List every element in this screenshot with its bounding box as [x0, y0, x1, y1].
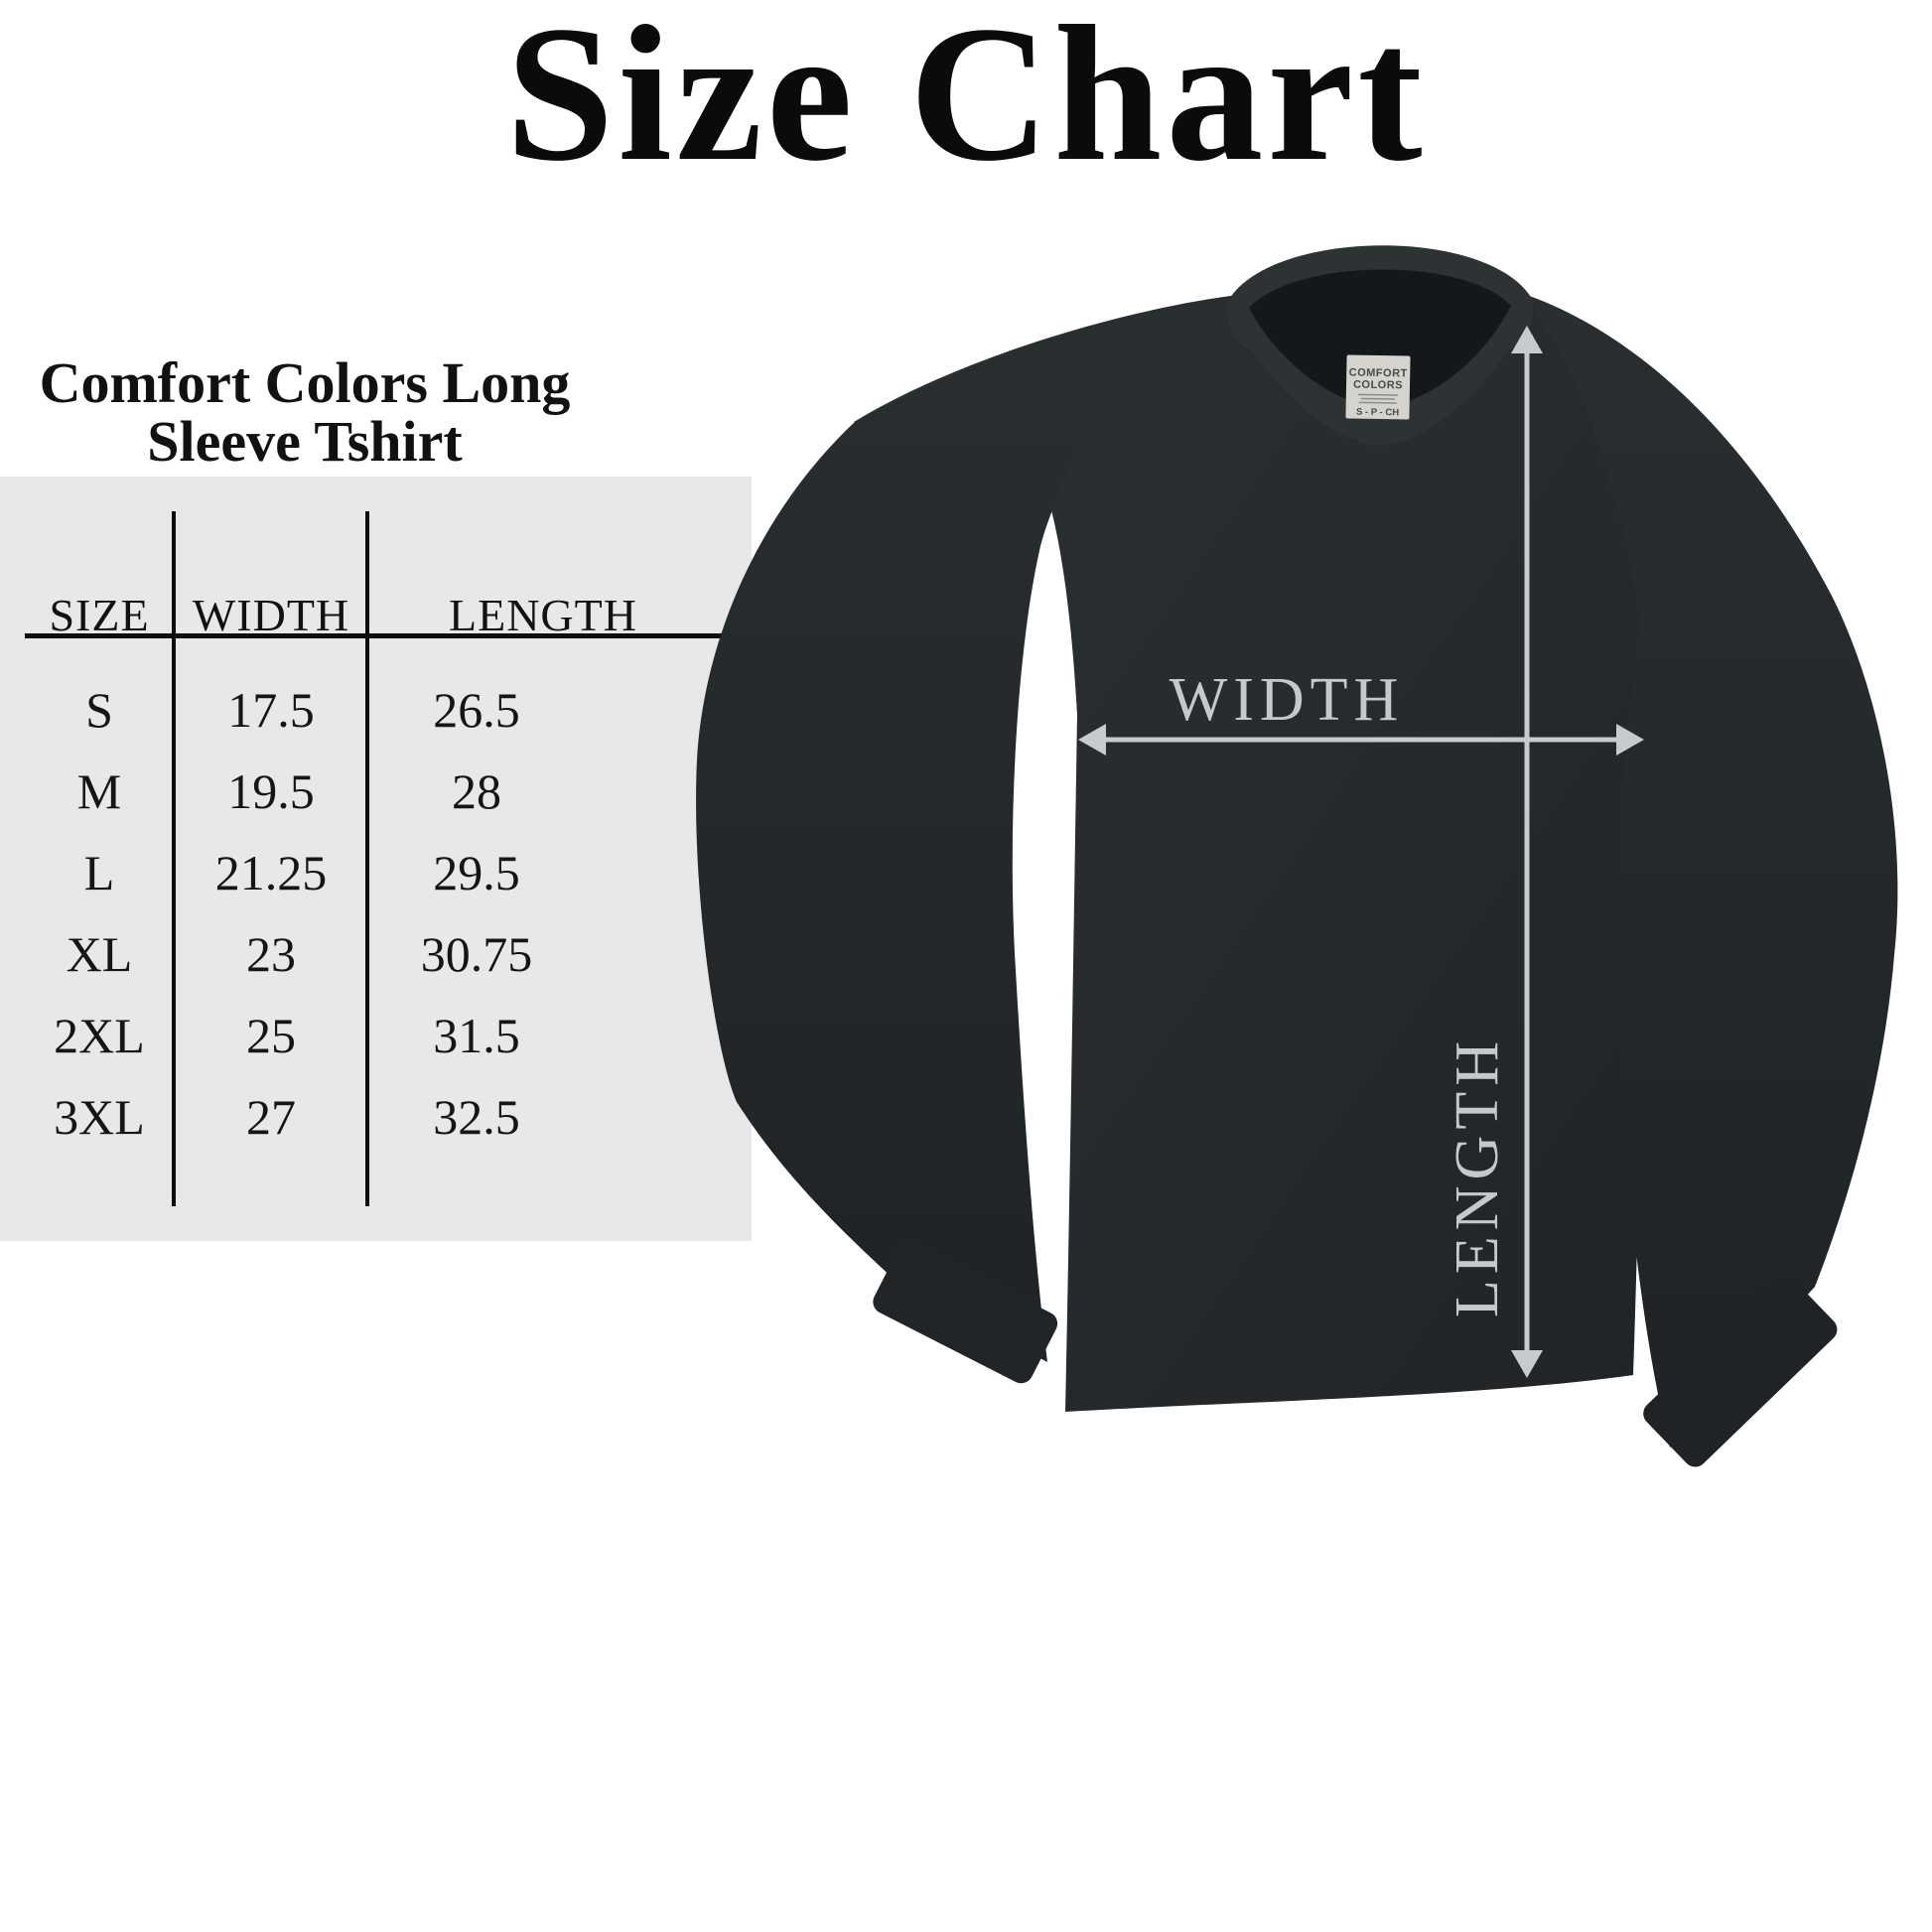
size-cell: 3XL: [54, 1089, 145, 1145]
tshirt-left-cuff: [873, 1242, 1058, 1384]
collar-tag-brand-line2: COLORS: [1353, 379, 1403, 392]
column-header-width: WIDTH: [192, 589, 350, 640]
tshirt-left-sleeve: [696, 295, 1239, 1362]
product-heading-line2: Sleeve Tshirt: [147, 409, 463, 475]
length-arrow: [1511, 326, 1543, 1378]
length-label: LENGTH: [1444, 1035, 1511, 1317]
collar-tag: COMFORT COLORS S - P - CH: [1345, 354, 1411, 420]
width-cell: 19.5: [227, 763, 315, 819]
width-cell: 23: [246, 926, 296, 982]
table-row: 3XL 27 32.5: [0, 1076, 752, 1158]
length-cell: 31.5: [433, 1008, 520, 1063]
length-cell: 28: [452, 763, 501, 819]
table-row: 2XL 25 31.5: [0, 995, 752, 1076]
column-header-length: LENGTH: [449, 589, 637, 640]
length-cell: 26.5: [433, 682, 520, 738]
size-cell: 2XL: [54, 1008, 145, 1063]
size-table-rows: S 17.5 26.5 M 19.5 28 L 21.25 29.5 XL 23…: [0, 669, 752, 1158]
width-arrowhead-right: [1616, 724, 1644, 756]
length-arrowhead-bottom: [1511, 1350, 1543, 1378]
length-arrowhead-top: [1511, 326, 1543, 353]
collar-tag-size-line: S - P - CH: [1356, 407, 1399, 419]
product-heading: Comfort Colors Long Sleeve Tshirt: [0, 353, 610, 471]
size-cell: M: [76, 763, 122, 819]
collar-tag-brand-line1: COMFORT: [1349, 366, 1408, 379]
table-divider-1: [172, 511, 176, 1206]
table-row: S 17.5 26.5: [0, 669, 752, 751]
width-cell: 21.25: [214, 845, 328, 900]
size-table-panel: SIZE WIDTH LENGTH S 17.5 26.5 M 19.5 28 …: [0, 477, 752, 1241]
table-row: XL 23 30.75: [0, 913, 752, 995]
width-arrow: [1078, 724, 1644, 756]
width-cell: 25: [246, 1008, 296, 1063]
column-header-size: SIZE: [49, 589, 150, 640]
size-cell: L: [83, 845, 115, 900]
width-cell: 27: [246, 1089, 296, 1145]
tshirt-right-cuff: [1643, 1276, 1838, 1467]
length-cell: 32.5: [433, 1089, 520, 1145]
tshirt-neck-opening: [1249, 269, 1511, 407]
page-title: Size Chart: [505, 0, 1427, 202]
length-cell: 30.75: [420, 926, 533, 982]
product-heading-line1: Comfort Colors Long: [39, 350, 571, 415]
width-label: WIDTH: [1170, 666, 1405, 734]
table-row: M 19.5 28: [0, 751, 752, 832]
size-cell: XL: [66, 926, 133, 982]
tshirt-photo: COMFORT COLORS S - P - CH WIDTH LENGTH: [696, 245, 1898, 1467]
size-cell: S: [85, 682, 113, 738]
width-cell: 17.5: [227, 682, 315, 738]
table-divider-2: [365, 511, 369, 1206]
tshirt-right-sleeve: [1521, 293, 1898, 1448]
length-cell: 29.5: [433, 845, 520, 900]
tshirt-body: [854, 252, 1651, 1413]
table-row: L 21.25 29.5: [0, 832, 752, 913]
table-header-underline: [25, 633, 725, 638]
width-arrowhead-left: [1078, 724, 1106, 756]
tshirt-measurement-diagram: COMFORT COLORS S - P - CH WIDTH LENGTH: [635, 199, 1932, 1499]
